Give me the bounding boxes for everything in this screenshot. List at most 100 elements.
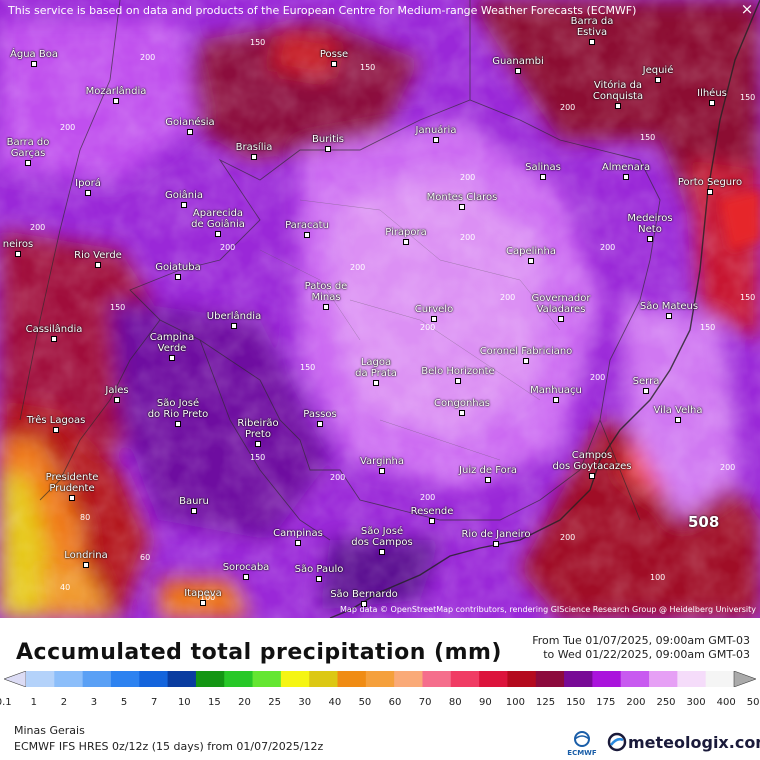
colorbar-segment bbox=[26, 671, 55, 687]
city-label: Bauru bbox=[179, 496, 209, 507]
colorbar-tick-label: 5 bbox=[120, 697, 128, 708]
city-label: Goianésia bbox=[165, 117, 215, 128]
city-label: Belo Horizonte bbox=[421, 366, 495, 377]
contour-label: 150 bbox=[700, 323, 715, 332]
city-marker bbox=[83, 562, 89, 568]
city-label: Capelinha bbox=[506, 246, 556, 257]
city-marker bbox=[540, 174, 546, 180]
city-marker bbox=[53, 427, 59, 433]
colorbar-segment bbox=[337, 671, 367, 687]
city-label: Paracatu bbox=[285, 220, 329, 231]
ecmwf-notice: This service is based on data and produc… bbox=[8, 4, 637, 17]
city-marker bbox=[316, 576, 322, 582]
city-label: Varginha bbox=[359, 456, 405, 467]
city-label: Barra do Garças bbox=[6, 137, 50, 159]
colorbar-tick-label: 70 bbox=[418, 697, 432, 708]
city-marker bbox=[231, 323, 237, 329]
colorbar-tick-label: 7 bbox=[151, 697, 158, 708]
colorbar-segment bbox=[394, 671, 423, 687]
city-label: Medeiros Neto bbox=[627, 213, 673, 235]
city-label: Aparecida de Goiânia bbox=[191, 208, 245, 230]
city-marker bbox=[25, 160, 31, 166]
colorbar-tick-label: 0.1 bbox=[0, 697, 12, 708]
city-label: Ribeirão Preto bbox=[237, 418, 279, 440]
ecmwf-logo-icon: ECMWF bbox=[567, 731, 597, 757]
colorbar-segment bbox=[564, 671, 593, 687]
city-label: São José do Rio Preto bbox=[147, 398, 209, 420]
contour-label: 200 bbox=[460, 173, 475, 182]
city-marker bbox=[215, 231, 221, 237]
colorbar-segment bbox=[450, 671, 480, 687]
city-marker bbox=[515, 68, 521, 74]
colorbar-tick-label: 1 bbox=[30, 697, 37, 708]
contour-label: 200 bbox=[140, 53, 155, 62]
close-notice-button[interactable]: × bbox=[740, 0, 754, 18]
city-label: Ilhéus bbox=[697, 88, 727, 99]
precipitation-map[interactable]: 200 200 150 150 200 200 150 150 200 150 200 200 200 2… bbox=[0, 0, 760, 618]
colorbar-tick-label: 3 bbox=[90, 697, 98, 708]
model-info: ECMWF IFS HRES 0z/12z (15 days) from 01/… bbox=[14, 740, 324, 753]
city-marker bbox=[643, 388, 649, 394]
contour-label: 200 bbox=[420, 323, 435, 332]
city-marker bbox=[181, 202, 187, 208]
city-label: Congonhas bbox=[434, 398, 490, 409]
contour-label: 60 bbox=[140, 553, 150, 562]
city-label: Cassilândia bbox=[25, 324, 83, 335]
colorbar-segment bbox=[507, 671, 537, 687]
city-marker bbox=[114, 397, 120, 403]
city-marker bbox=[255, 441, 261, 447]
ecmwf-logo-text: ECMWF bbox=[567, 749, 597, 757]
city-marker bbox=[200, 600, 206, 606]
city-label: neiros bbox=[2, 239, 34, 250]
colorbar-segment bbox=[252, 671, 282, 687]
colorbar-tick-label: 60 bbox=[388, 697, 402, 708]
contour-label: 100 bbox=[650, 573, 665, 582]
city-label: Vitória da Conquista bbox=[592, 80, 644, 102]
city-label: Sorocaba bbox=[222, 562, 270, 573]
colorbar-segment bbox=[535, 671, 565, 687]
city-label: Posse bbox=[319, 49, 349, 60]
city-marker bbox=[379, 549, 385, 555]
meteologix-logo[interactable]: meteologix.com bbox=[606, 730, 760, 754]
contour-label: 200 bbox=[560, 533, 575, 542]
city-marker bbox=[623, 174, 629, 180]
city-label: São Paulo bbox=[294, 564, 344, 575]
city-marker bbox=[379, 468, 385, 474]
city-label: Brasília bbox=[235, 142, 273, 153]
city-label: Rio Verde bbox=[74, 250, 122, 261]
city-label: Patos de Minas bbox=[304, 281, 348, 303]
contour-label: 150 bbox=[110, 303, 125, 312]
city-label: Serra bbox=[632, 376, 660, 387]
colorbar-tick-label: 2 bbox=[60, 697, 68, 708]
city-label: Goiânia bbox=[164, 190, 204, 201]
city-label: Três Lagoas bbox=[26, 415, 86, 426]
period-to: to Wed 01/22/2025, 09:00am GMT-03 bbox=[543, 648, 750, 661]
city-label: Água Boa bbox=[10, 49, 58, 60]
city-marker bbox=[666, 313, 672, 319]
colorbar-tick-label: 50 bbox=[358, 697, 372, 708]
city-marker bbox=[615, 103, 621, 109]
city-marker bbox=[647, 236, 653, 242]
contour-label: 150 bbox=[250, 453, 265, 462]
colorbar-segment bbox=[422, 671, 452, 687]
colorbar-segment bbox=[677, 671, 707, 687]
colorbar-tick-label: 250 bbox=[656, 697, 676, 708]
city-marker bbox=[459, 204, 465, 210]
colorbar-tick-label: 200 bbox=[626, 697, 646, 708]
city-marker bbox=[317, 421, 323, 427]
city-marker bbox=[403, 239, 409, 245]
colorbar-tick-label: 90 bbox=[478, 697, 492, 708]
city-marker bbox=[251, 154, 257, 160]
city-marker bbox=[528, 258, 534, 264]
city-label: Mozarlândia bbox=[85, 86, 147, 97]
contour-label: 200 bbox=[420, 493, 435, 502]
city-marker bbox=[95, 262, 101, 268]
city-marker bbox=[709, 100, 715, 106]
city-marker bbox=[295, 540, 301, 546]
city-marker bbox=[323, 304, 329, 310]
city-marker bbox=[169, 355, 175, 361]
city-marker bbox=[113, 98, 119, 104]
city-marker bbox=[558, 316, 564, 322]
meteologix-logo-text: meteologix.com bbox=[628, 732, 760, 752]
city-label: São Mateus bbox=[639, 301, 699, 312]
